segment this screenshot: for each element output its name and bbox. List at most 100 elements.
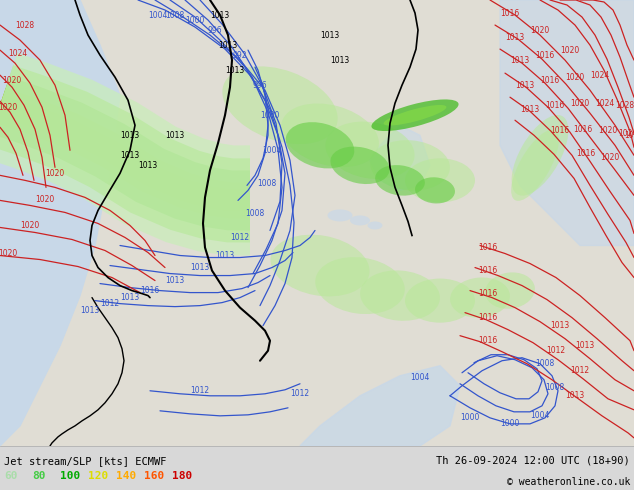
Text: 996: 996 bbox=[208, 25, 223, 35]
Text: 1013: 1013 bbox=[165, 131, 184, 140]
Ellipse shape bbox=[368, 221, 382, 229]
Ellipse shape bbox=[372, 99, 458, 131]
Ellipse shape bbox=[485, 272, 535, 309]
Text: 1016: 1016 bbox=[535, 50, 555, 60]
Text: 1013: 1013 bbox=[218, 41, 238, 49]
Text: 1013: 1013 bbox=[566, 392, 585, 400]
Text: 1013: 1013 bbox=[320, 30, 340, 40]
Ellipse shape bbox=[281, 103, 379, 167]
Text: 1008: 1008 bbox=[165, 10, 184, 20]
Text: 1020: 1020 bbox=[531, 25, 550, 35]
Text: 1004: 1004 bbox=[262, 146, 281, 155]
Ellipse shape bbox=[450, 277, 510, 318]
Text: 1004: 1004 bbox=[148, 10, 167, 20]
Text: 1000: 1000 bbox=[500, 419, 520, 428]
Ellipse shape bbox=[328, 209, 353, 221]
Polygon shape bbox=[0, 95, 250, 211]
Text: 1013: 1013 bbox=[210, 10, 230, 20]
Text: 1012: 1012 bbox=[230, 233, 250, 242]
Text: 1012: 1012 bbox=[571, 366, 590, 375]
Text: 1012: 1012 bbox=[290, 389, 309, 398]
Text: 160: 160 bbox=[144, 471, 164, 481]
Text: 1013: 1013 bbox=[550, 321, 569, 330]
Text: 1028: 1028 bbox=[616, 101, 634, 110]
Ellipse shape bbox=[512, 115, 569, 196]
Text: 1000: 1000 bbox=[185, 16, 205, 24]
Text: © weatheronline.co.uk: © weatheronline.co.uk bbox=[507, 477, 630, 487]
Text: 1008: 1008 bbox=[245, 209, 264, 218]
Text: 1013: 1013 bbox=[120, 151, 139, 160]
Text: 100: 100 bbox=[60, 471, 81, 481]
Text: 1008: 1008 bbox=[535, 359, 555, 368]
Text: 1020: 1020 bbox=[598, 126, 618, 135]
Text: 1024: 1024 bbox=[618, 129, 634, 138]
Text: 1012: 1012 bbox=[100, 299, 120, 308]
Text: 1013: 1013 bbox=[576, 341, 595, 350]
Text: 1012: 1012 bbox=[190, 386, 210, 395]
Text: 1012: 1012 bbox=[547, 346, 566, 355]
Text: 1028: 1028 bbox=[15, 21, 35, 29]
Ellipse shape bbox=[223, 66, 338, 144]
Text: 996: 996 bbox=[253, 81, 268, 90]
Text: 180: 180 bbox=[172, 471, 192, 481]
Text: 1013: 1013 bbox=[138, 161, 158, 170]
Ellipse shape bbox=[360, 270, 440, 321]
Polygon shape bbox=[0, 53, 250, 255]
Ellipse shape bbox=[330, 147, 389, 184]
Text: 1013: 1013 bbox=[81, 306, 100, 315]
Text: 1016: 1016 bbox=[573, 125, 593, 134]
Text: 1013: 1013 bbox=[521, 105, 540, 114]
Ellipse shape bbox=[405, 158, 475, 202]
Text: 1020: 1020 bbox=[560, 46, 579, 54]
Ellipse shape bbox=[286, 122, 354, 169]
Text: 120: 120 bbox=[88, 471, 108, 481]
Text: 1020: 1020 bbox=[0, 103, 18, 112]
Text: 1016: 1016 bbox=[545, 101, 565, 110]
Ellipse shape bbox=[350, 216, 370, 225]
Text: 1013: 1013 bbox=[330, 56, 349, 65]
Ellipse shape bbox=[370, 140, 450, 191]
Polygon shape bbox=[0, 77, 250, 230]
Ellipse shape bbox=[415, 177, 455, 203]
Text: 1016: 1016 bbox=[550, 126, 569, 135]
Text: 1020: 1020 bbox=[46, 169, 65, 178]
Text: 1016: 1016 bbox=[540, 75, 560, 85]
Text: 1020: 1020 bbox=[20, 221, 39, 230]
Ellipse shape bbox=[315, 257, 404, 314]
Text: 1004: 1004 bbox=[410, 373, 430, 382]
Polygon shape bbox=[0, 0, 120, 446]
Text: 1013: 1013 bbox=[515, 81, 534, 90]
Text: 1013: 1013 bbox=[216, 251, 235, 260]
Text: 60: 60 bbox=[4, 471, 18, 481]
Polygon shape bbox=[0, 99, 250, 206]
Text: 1004: 1004 bbox=[530, 411, 550, 420]
Text: Th 26-09-2024 12:00 UTC (18+90): Th 26-09-2024 12:00 UTC (18+90) bbox=[436, 456, 630, 466]
Text: 1013: 1013 bbox=[165, 276, 184, 285]
Text: 1016: 1016 bbox=[140, 286, 160, 295]
Text: 1016: 1016 bbox=[576, 149, 595, 158]
Ellipse shape bbox=[325, 122, 415, 179]
Ellipse shape bbox=[511, 130, 559, 201]
Text: 140: 140 bbox=[116, 471, 136, 481]
Text: 1020: 1020 bbox=[36, 195, 55, 204]
Text: 1000: 1000 bbox=[261, 111, 280, 120]
Text: 1016: 1016 bbox=[479, 289, 498, 298]
Text: 1024: 1024 bbox=[595, 98, 614, 108]
Text: 1016: 1016 bbox=[479, 266, 498, 275]
Text: 1020: 1020 bbox=[0, 249, 18, 258]
Text: 1013: 1013 bbox=[510, 56, 529, 65]
Text: 1013: 1013 bbox=[225, 66, 245, 74]
Polygon shape bbox=[370, 125, 430, 191]
Ellipse shape bbox=[375, 165, 425, 196]
Polygon shape bbox=[0, 88, 250, 219]
Text: 1024: 1024 bbox=[590, 71, 610, 80]
Text: 1008: 1008 bbox=[257, 179, 276, 188]
Text: 1024: 1024 bbox=[8, 49, 28, 58]
Text: 1008: 1008 bbox=[545, 383, 565, 392]
Text: 1013: 1013 bbox=[120, 293, 139, 302]
Text: 1020: 1020 bbox=[571, 98, 590, 108]
Text: 992: 992 bbox=[233, 50, 247, 60]
Text: 1020: 1020 bbox=[566, 73, 585, 82]
Text: 1016: 1016 bbox=[479, 336, 498, 345]
Text: 1020: 1020 bbox=[600, 153, 619, 162]
